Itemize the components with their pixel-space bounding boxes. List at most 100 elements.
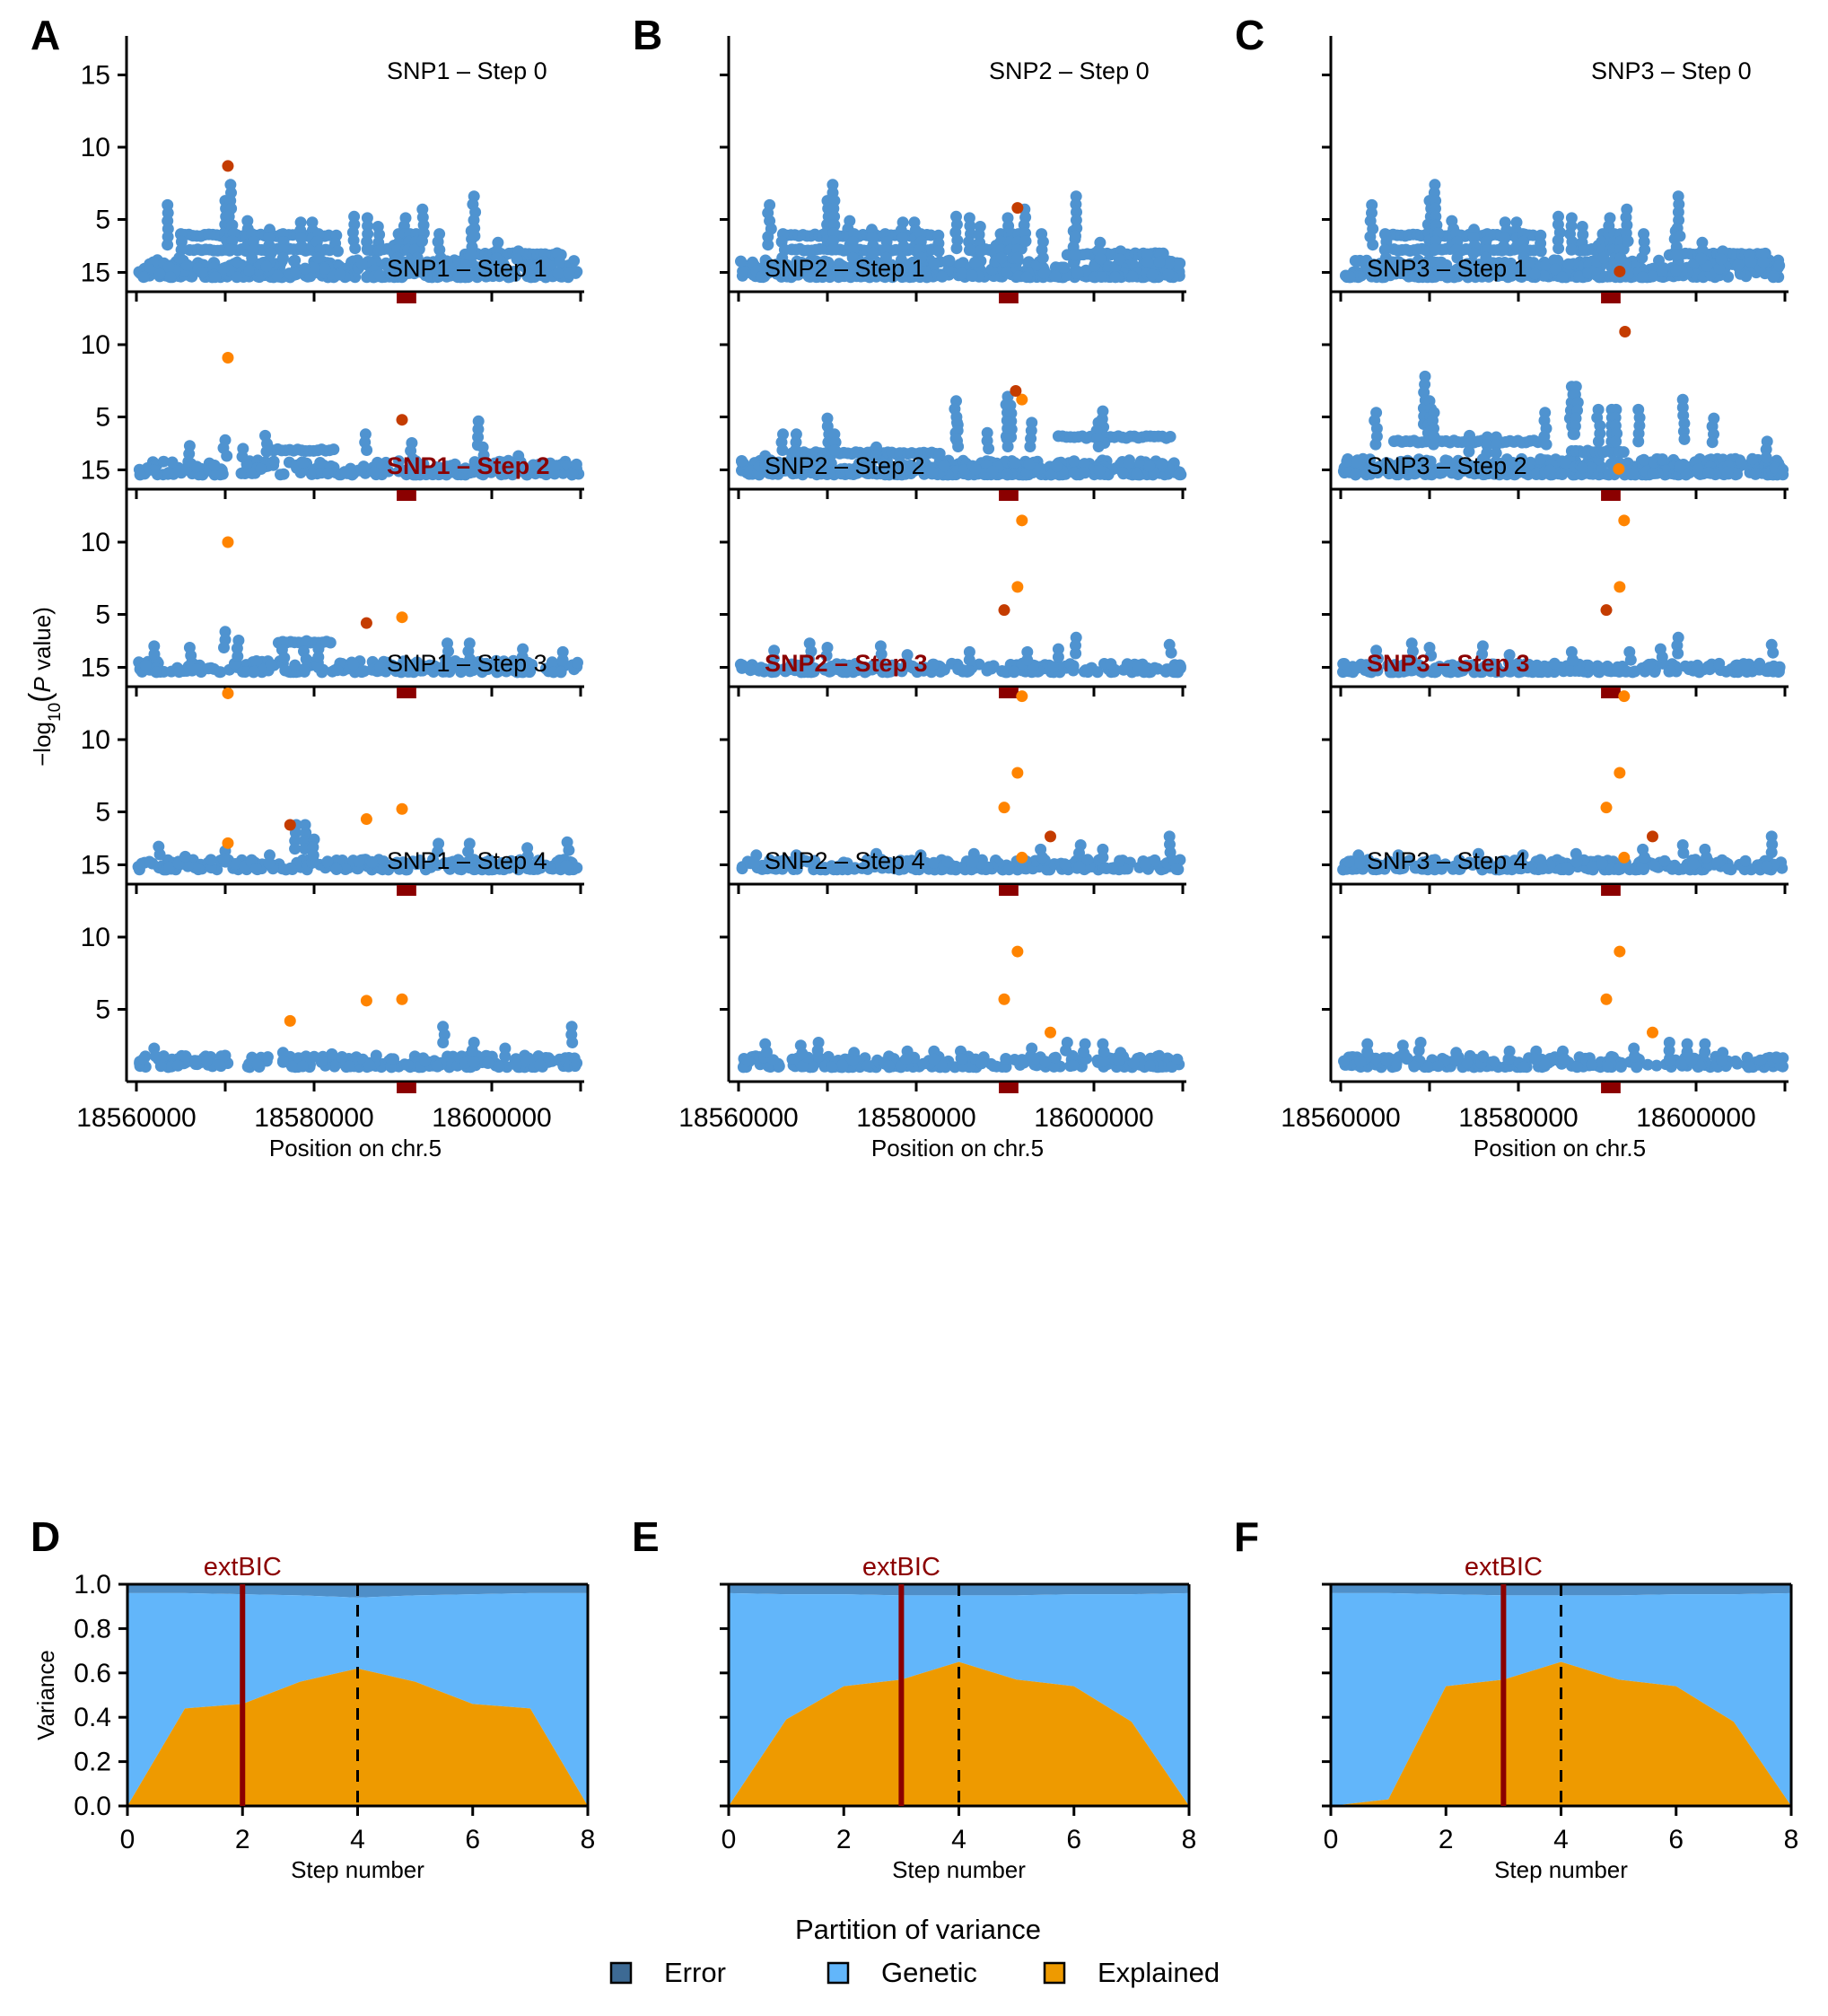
data-point <box>255 463 267 475</box>
data-point <box>1166 662 1178 675</box>
data-point <box>969 463 982 476</box>
y-tick-label: 5 <box>95 995 110 1024</box>
data-point <box>190 460 203 473</box>
data-point <box>1656 265 1668 277</box>
data-point <box>883 1060 896 1072</box>
data-point <box>943 254 956 267</box>
data-point <box>1162 258 1175 270</box>
data-point <box>373 662 386 674</box>
data-point <box>826 1061 838 1074</box>
data-point <box>1023 459 1036 471</box>
data-point <box>1702 467 1715 479</box>
data-point <box>312 651 325 663</box>
data-point <box>224 243 237 255</box>
data-point <box>1037 267 1050 280</box>
data-point <box>950 242 963 255</box>
data-point <box>336 1051 348 1063</box>
data-point <box>897 240 910 252</box>
gene-region-marker <box>999 490 1019 501</box>
data-point <box>521 850 534 863</box>
x-tick-label: 18580000 <box>254 1103 373 1133</box>
gene-region-marker <box>397 490 416 501</box>
data-point <box>1114 855 1126 867</box>
data-point <box>465 249 477 261</box>
data-point <box>983 443 995 455</box>
panel-title: SNP1 – Step 0 <box>387 57 547 84</box>
data-point <box>1113 1055 1125 1067</box>
data-point <box>1078 1046 1089 1058</box>
data-point <box>1025 1050 1036 1063</box>
data-point <box>462 846 475 858</box>
data-point <box>401 861 413 872</box>
data-point <box>770 259 783 272</box>
panel-title: SNP2 – Step 1 <box>765 255 925 282</box>
data-point <box>246 251 258 264</box>
data-point <box>532 1050 545 1063</box>
data-point <box>182 455 195 468</box>
data-point <box>494 264 506 276</box>
data-point <box>954 259 966 271</box>
top-snp-point <box>1011 202 1024 215</box>
data-point <box>867 247 879 259</box>
data-point <box>231 271 243 284</box>
cofactor-point <box>1016 851 1028 863</box>
panel-title: SNP1 – Step 1 <box>387 255 547 282</box>
data-point <box>1008 666 1020 679</box>
gene-region-marker <box>397 1083 416 1093</box>
data-point <box>171 1059 184 1072</box>
data-point <box>563 844 575 856</box>
data-point <box>1049 270 1062 283</box>
data-point <box>981 664 993 677</box>
data-point <box>1020 271 1033 284</box>
y-tick-label: 10 <box>81 923 110 952</box>
data-point <box>1164 846 1176 859</box>
gene-region-marker <box>999 293 1019 303</box>
data-point <box>420 860 433 872</box>
panel-letter: C <box>1235 12 1264 58</box>
cofactor-point <box>360 995 372 1007</box>
data-point <box>546 656 558 669</box>
data-point <box>1071 267 1084 279</box>
data-point <box>218 642 230 653</box>
data-point <box>324 636 337 649</box>
data-point <box>413 266 425 278</box>
data-point <box>1070 647 1082 660</box>
data-point <box>265 659 277 671</box>
data-point <box>928 1053 940 1065</box>
data-point <box>261 1051 274 1064</box>
data-point <box>299 662 311 675</box>
data-point <box>1622 235 1634 248</box>
data-point <box>148 648 161 661</box>
data-point <box>1036 851 1048 863</box>
data-point <box>1073 846 1085 859</box>
data-point <box>941 855 954 868</box>
data-point <box>179 1050 192 1063</box>
data-point <box>792 263 804 276</box>
data-point <box>296 456 309 469</box>
data-point <box>466 1044 478 1056</box>
data-point <box>811 1044 824 1056</box>
data-point <box>554 256 566 268</box>
data-point <box>373 269 386 281</box>
data-point <box>295 240 308 252</box>
data-point <box>741 1055 754 1067</box>
data-point <box>378 862 390 874</box>
data-point <box>407 452 419 465</box>
data-point <box>1109 271 1122 284</box>
cofactor-point <box>222 687 234 699</box>
data-point <box>552 267 564 279</box>
data-point <box>485 465 496 478</box>
data-point <box>490 252 503 265</box>
data-point <box>815 260 827 273</box>
data-point <box>1670 264 1683 276</box>
data-point <box>490 654 503 667</box>
data-point <box>157 455 170 468</box>
data-point <box>1638 453 1650 466</box>
data-point <box>1162 268 1175 281</box>
data-point <box>263 857 276 870</box>
data-point <box>538 256 550 268</box>
data-point <box>1149 662 1161 674</box>
data-point <box>565 469 578 481</box>
x-axis-title: Position on chr.5 <box>269 1135 442 1161</box>
data-point <box>904 258 916 270</box>
